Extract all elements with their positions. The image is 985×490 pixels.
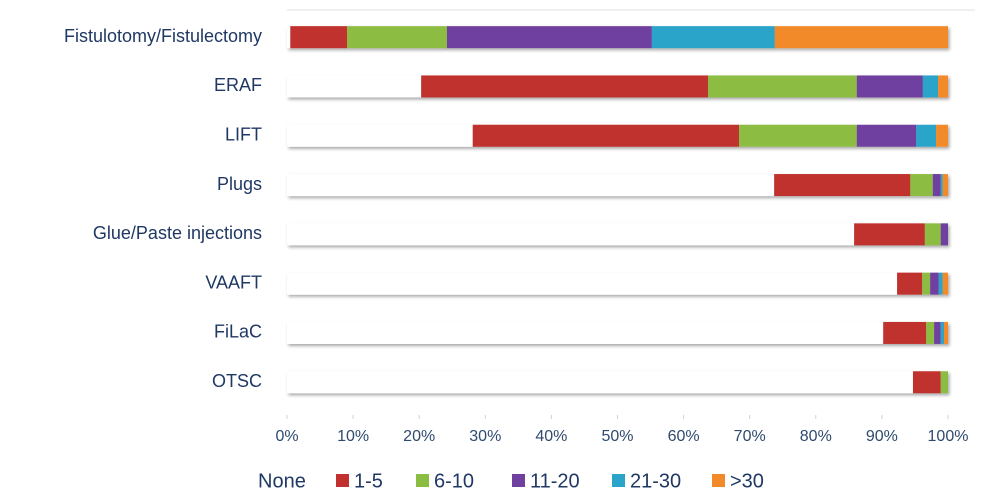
category-label: Fistulotomy/Fistulectomy	[64, 26, 262, 46]
legend-swatch	[240, 474, 253, 487]
bar-segment	[940, 371, 948, 394]
category-label: FiLaC	[214, 322, 262, 342]
legend-swatch	[512, 474, 525, 487]
bar-segment	[942, 272, 948, 295]
bar-segment	[287, 272, 898, 295]
bar-segment	[916, 124, 937, 147]
bar-segment	[934, 321, 941, 344]
x-tick-label: 70%	[734, 428, 766, 445]
bar-segment	[942, 174, 948, 197]
category-label: ERAF	[214, 75, 262, 95]
category-label: VAAFT	[205, 272, 262, 292]
x-tick-label: 50%	[601, 428, 633, 445]
bar-segment	[708, 75, 857, 98]
bar-segment	[938, 272, 943, 295]
x-tick-label: 0%	[275, 428, 298, 445]
x-tick-label: 60%	[668, 428, 700, 445]
bar-segment	[940, 321, 945, 344]
bar-segment	[932, 174, 941, 197]
legend-label: 6-10	[434, 470, 474, 490]
legend-swatch	[712, 474, 725, 487]
bar-segment	[287, 321, 884, 344]
x-tick-label: 80%	[800, 428, 832, 445]
bar-segment	[936, 124, 948, 147]
category-label: Glue/Paste injections	[93, 223, 262, 243]
bar-segment	[651, 26, 775, 49]
bar-group	[287, 26, 948, 49]
bar-group	[287, 174, 948, 197]
bar-segment	[854, 223, 925, 246]
bar-group	[287, 75, 948, 98]
x-tick-label: 10%	[337, 428, 369, 445]
category-label: Plugs	[217, 174, 262, 194]
bar-segment	[472, 124, 740, 147]
bar-segment	[926, 321, 935, 344]
bar-segment	[897, 272, 923, 295]
bar-segment	[739, 124, 857, 147]
bar-group	[287, 124, 948, 147]
bar-segment	[421, 75, 709, 98]
bar-segment	[883, 321, 927, 344]
bar-segment	[922, 272, 931, 295]
legend-label: 21-30	[630, 470, 681, 490]
bar-segment	[287, 371, 913, 394]
bar-segment	[910, 174, 933, 197]
legend-label: 1-5	[354, 470, 383, 490]
category-label: LIFT	[225, 125, 262, 145]
x-tick-label: 20%	[403, 428, 435, 445]
x-tick-label: 90%	[866, 428, 898, 445]
bar-segment	[290, 26, 348, 49]
bar-segment	[944, 321, 948, 344]
x-tick-label: 100%	[928, 428, 969, 445]
bar-segment	[287, 124, 473, 147]
legend-swatch	[612, 474, 625, 487]
legend-label: 11-20	[530, 470, 580, 490]
bar-segment	[347, 26, 447, 49]
bar-segment	[938, 75, 948, 98]
bar-group	[287, 371, 948, 394]
bar-group	[287, 321, 948, 344]
bar-segment	[912, 371, 941, 394]
category-label: OTSC	[212, 371, 262, 391]
legend-label: >30	[730, 470, 764, 490]
bar-segment	[287, 75, 422, 98]
legend-label: None	[258, 470, 306, 490]
bar-group	[287, 272, 948, 295]
x-tick-label: 40%	[535, 428, 567, 445]
bar-segment	[856, 124, 917, 147]
legend-swatch	[416, 474, 429, 487]
bar-segment	[287, 26, 291, 49]
bar-segment	[774, 174, 911, 197]
bar-segment	[287, 223, 855, 246]
bar-segment	[922, 75, 939, 98]
x-tick-label: 30%	[469, 428, 501, 445]
legend-swatch	[336, 474, 349, 487]
bar-segment	[446, 26, 652, 49]
bar-segment	[287, 174, 775, 197]
bar-segment	[940, 174, 943, 197]
bar-group	[287, 223, 948, 246]
bar-segment	[940, 223, 948, 246]
bar-segment	[774, 26, 948, 49]
bar-segment	[924, 223, 941, 246]
bar-segment	[930, 272, 939, 295]
bar-segment	[856, 75, 923, 98]
